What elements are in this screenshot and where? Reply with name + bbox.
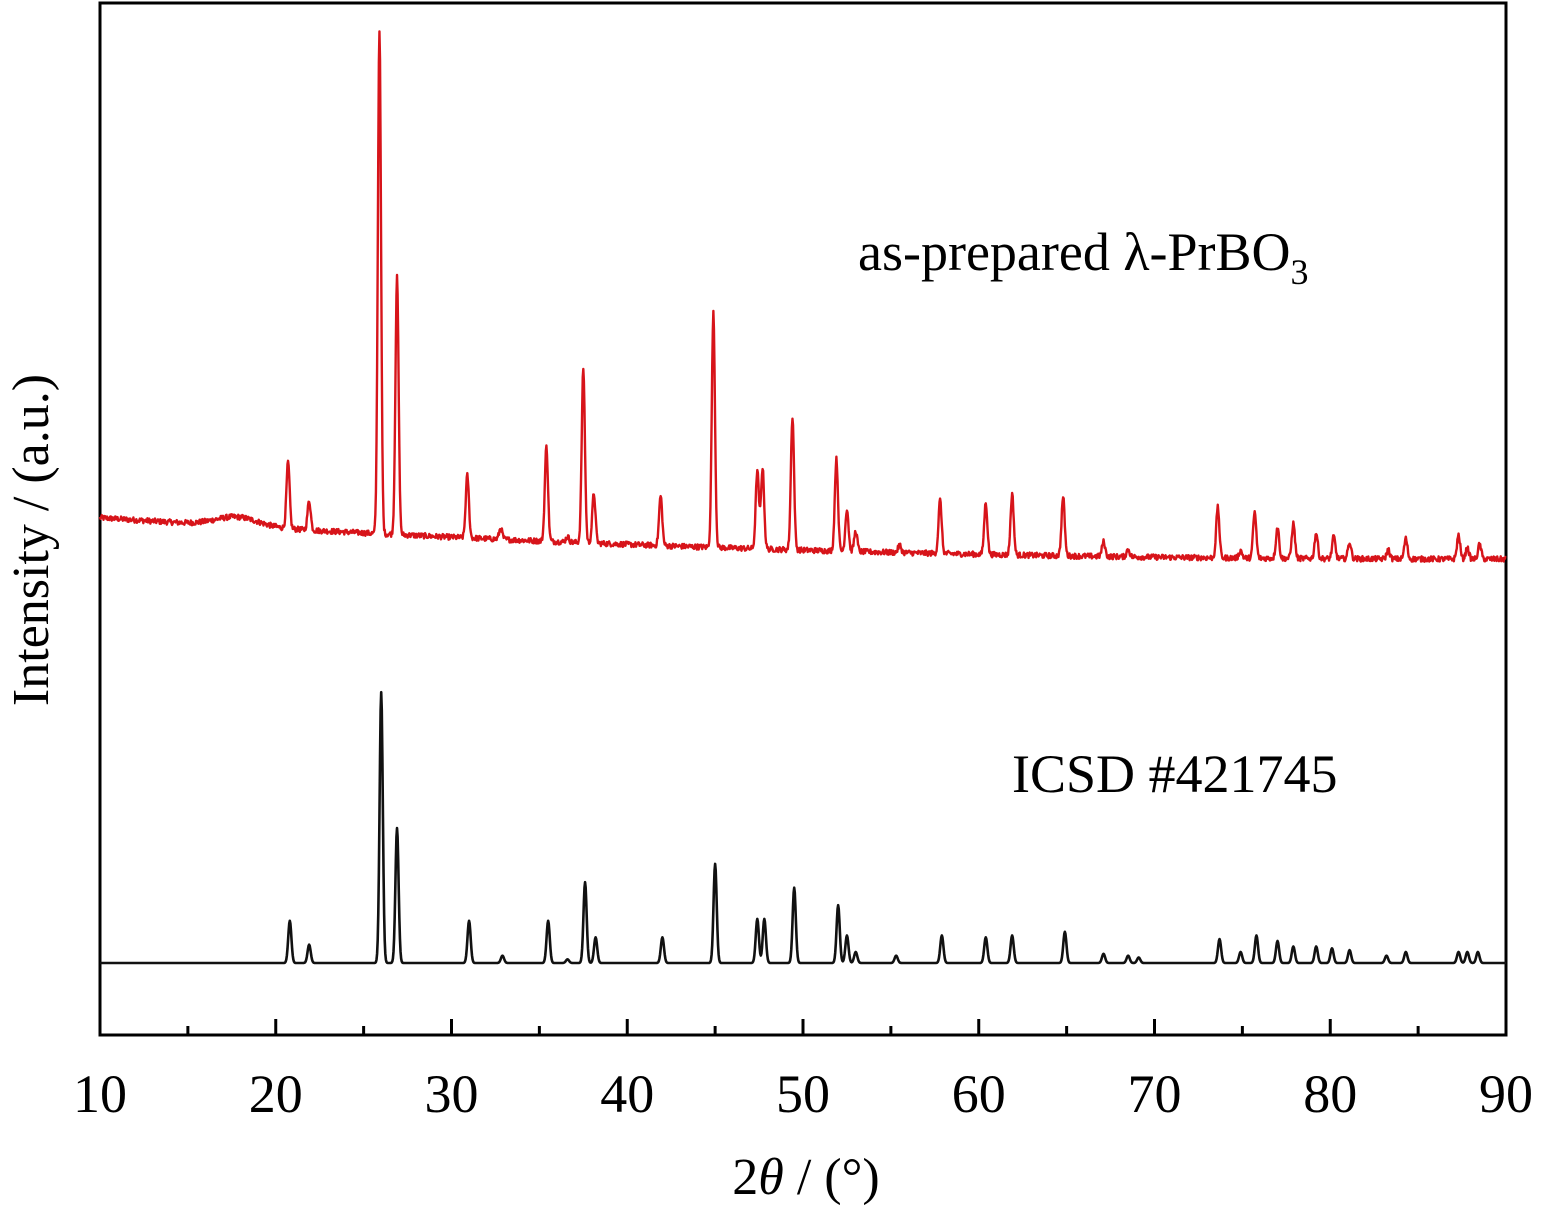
x-axis-title: 2θ / (°) (732, 1149, 879, 1206)
x-tick-label: 80 (1303, 1064, 1357, 1124)
series-line-as-prepared (98, 30, 1507, 563)
x-axis-title-theta: θ (758, 1149, 784, 1206)
x-tick-label: 60 (952, 1064, 1006, 1124)
x-tick-label: 70 (1128, 1064, 1182, 1124)
x-axis-tick-labels: 10 20 30 40 50 60 70 80 90 (73, 1064, 1533, 1124)
annotation-sample-text: as-prepared λ-PrBO (858, 222, 1291, 282)
x-tick-label: 50 (776, 1064, 830, 1124)
y-axis-title: Intensity / (a.u.) (3, 374, 60, 706)
x-tick-label: 40 (600, 1064, 654, 1124)
annotation-sample-subscript: 3 (1291, 252, 1309, 292)
x-axis-title-suffix: / (°) (784, 1149, 880, 1206)
x-tick-label: 20 (249, 1064, 303, 1124)
annotation-sample: as-prepared λ-PrBO3 (858, 222, 1309, 292)
x-axis-title-prefix: 2 (732, 1149, 758, 1206)
x-axis-ticks (98, 1019, 1508, 1035)
x-tick-label: 10 (73, 1064, 127, 1124)
x-tick-label: 30 (425, 1064, 479, 1124)
x-tick-label: 90 (1479, 1064, 1533, 1124)
series-layer (98, 30, 1507, 965)
series-line-icsd-reference (99, 690, 1507, 965)
annotation-reference: ICSD #421745 (1012, 744, 1338, 804)
